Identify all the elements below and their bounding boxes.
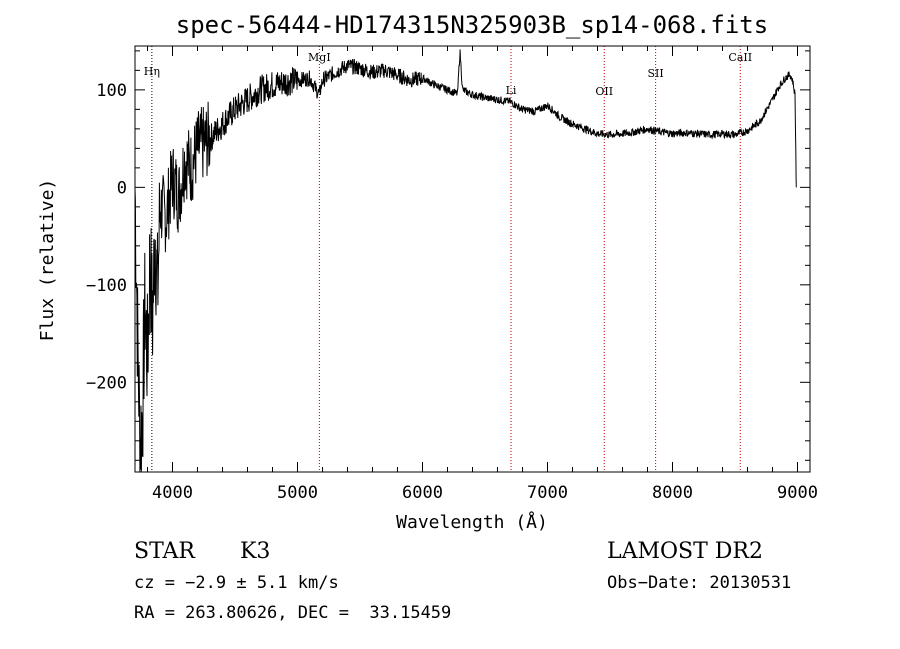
x-tick-label: 9000 [777, 483, 818, 503]
x-axis-label: Wavelength (Å) [396, 511, 548, 533]
x-tick-label: 5000 [277, 483, 318, 503]
y-tick-label: 100 [96, 81, 127, 101]
line-label: CaII [728, 51, 752, 64]
line-label: SII [648, 67, 664, 80]
observation-date: Obs−Date: 20130531 [607, 573, 792, 593]
x-tick-label: 7000 [527, 483, 568, 503]
object-type: STAR [134, 539, 195, 564]
spectrum-series [134, 49, 797, 473]
spectral-subclass: K3 [240, 539, 271, 564]
line-label: OII [595, 85, 613, 98]
line-label: Hη [144, 65, 160, 78]
x-tick-label: 6000 [402, 483, 443, 503]
plot-frame [134, 45, 811, 473]
chart-title: spec-56444-HD174315N325903B_sp14-068.fit… [176, 11, 768, 39]
axes: 4000 5000 6000 7000 8000 9000 −200 −100 0 100 [86, 46, 818, 503]
redshift-cz: cz = −2.9 ± 5.1 km/s [134, 573, 339, 593]
y-tick-label: −100 [86, 276, 127, 296]
y-axis-label: Flux (relative) [37, 179, 58, 342]
sky-coordinates: RA = 263.80626, DEC = 33.15459 [134, 603, 452, 623]
x-tick-label: 4000 [152, 483, 193, 503]
y-tick-label: −200 [86, 373, 127, 393]
y-tick-label: 0 [117, 178, 127, 198]
line-label: MgI [308, 51, 331, 64]
x-tick-label: 8000 [652, 483, 693, 503]
survey-name: LAMOST DR2 [607, 539, 763, 564]
line-label: Li [506, 84, 517, 97]
